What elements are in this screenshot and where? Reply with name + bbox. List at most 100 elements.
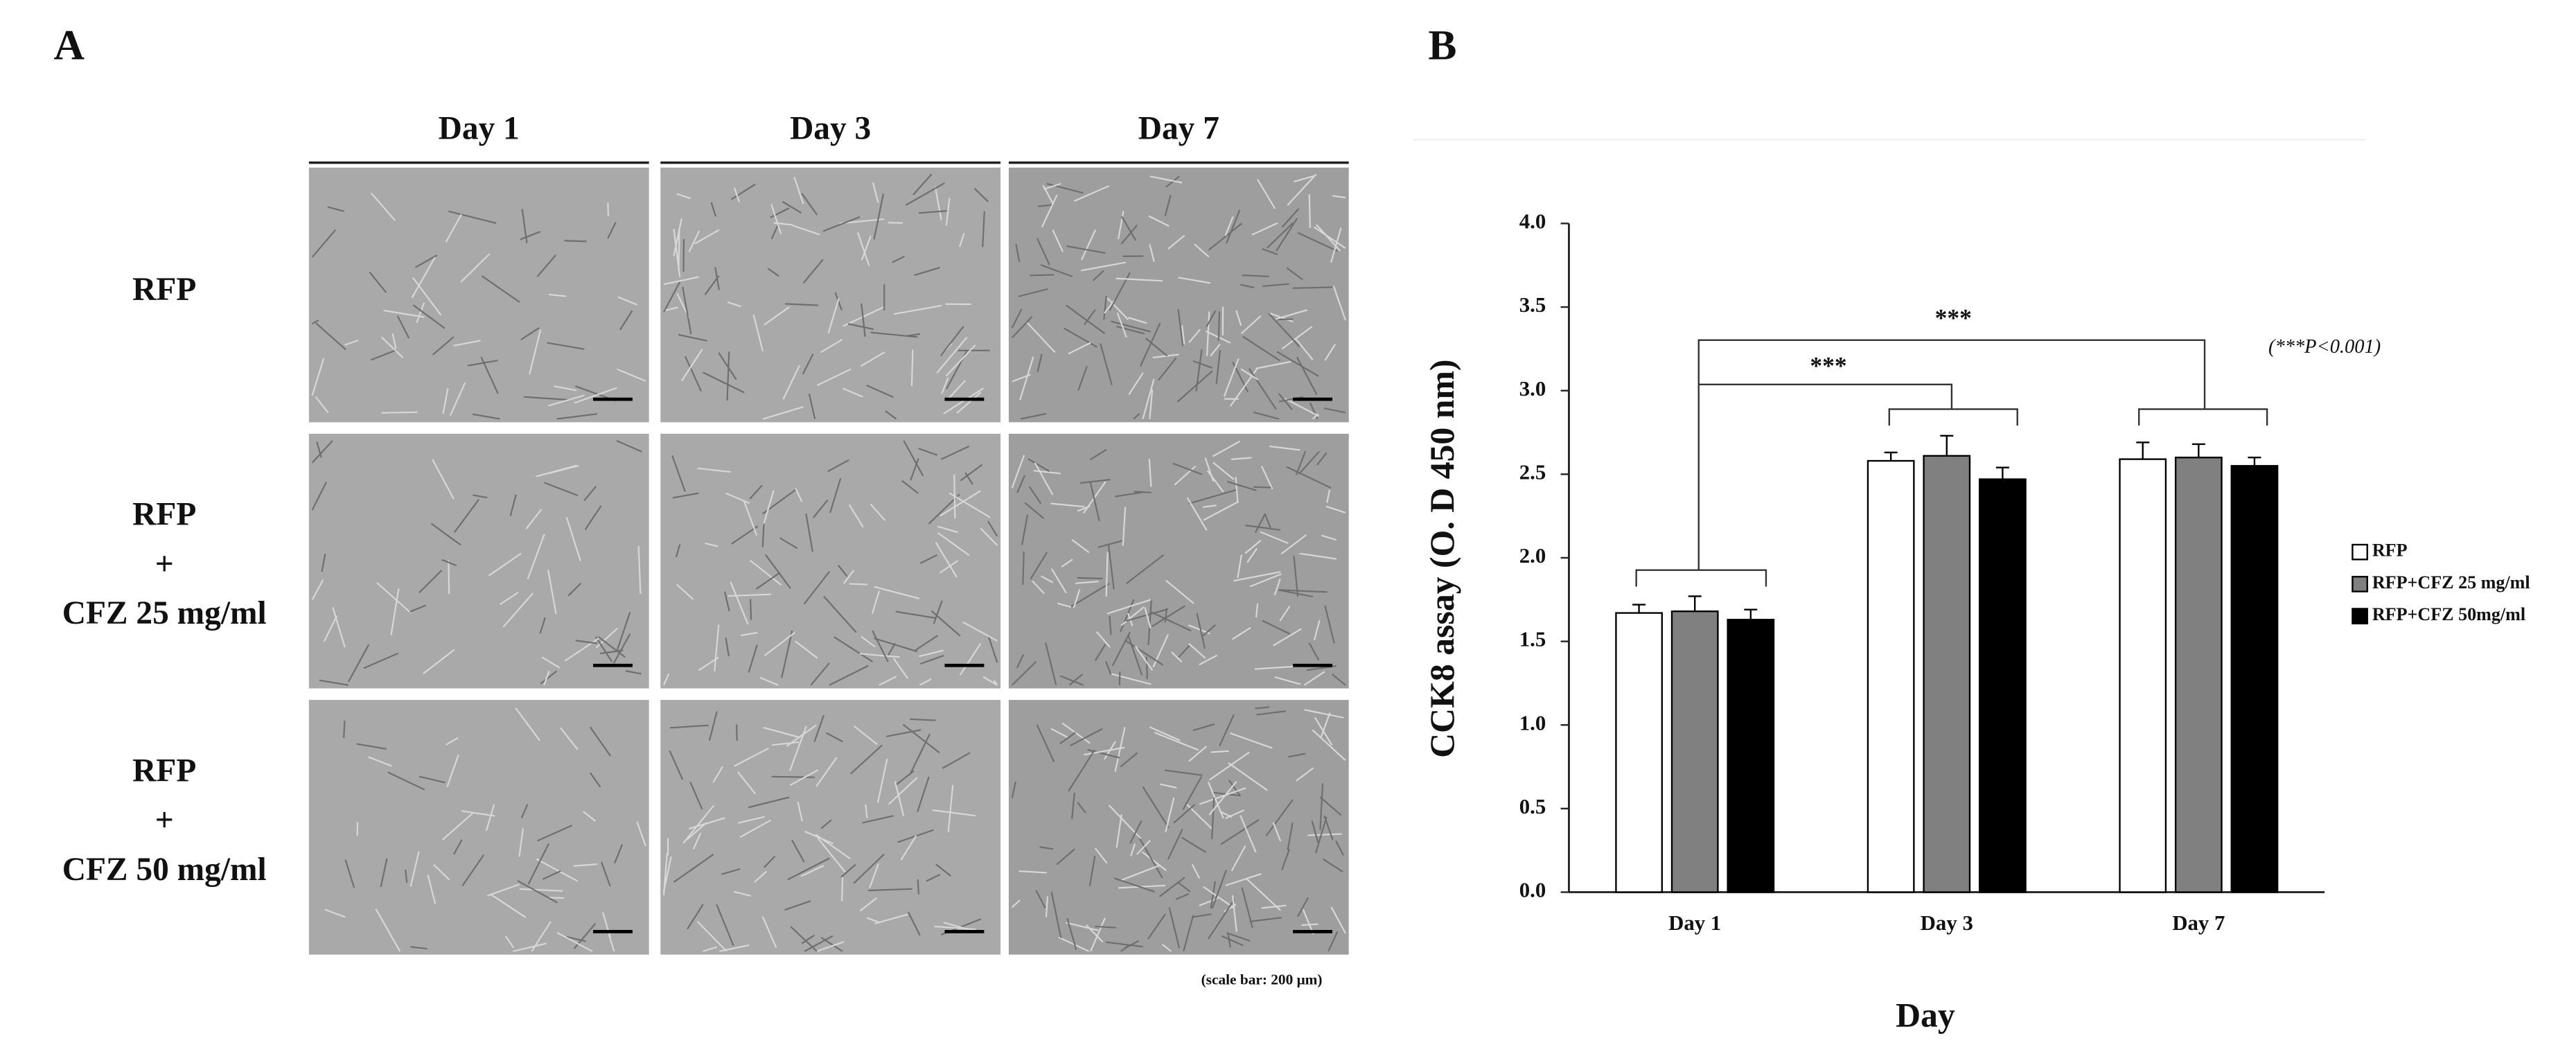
cell-streak	[1043, 183, 1061, 190]
cell-streak	[676, 583, 694, 600]
cell-streak	[1209, 751, 1250, 781]
cell-streak	[427, 875, 436, 904]
cell-streak	[915, 635, 938, 651]
cell-streak	[1024, 502, 1045, 520]
cell-streak	[614, 844, 624, 864]
cell-streak	[910, 718, 936, 721]
panel-label: A	[53, 21, 85, 69]
cell-streak	[567, 582, 582, 597]
cell-streak	[859, 897, 877, 912]
cell-streak	[861, 235, 872, 261]
cell-streak	[1100, 343, 1113, 386]
cell-streak	[411, 256, 436, 299]
cell-streak	[1188, 746, 1208, 762]
cell-streak	[1056, 848, 1075, 866]
cell-streak	[1323, 407, 1346, 414]
cell-streak	[1066, 917, 1077, 950]
cell-streak	[1034, 462, 1054, 495]
y-tick-label: 3.0	[1519, 377, 1546, 401]
legend-swatch	[2352, 576, 2368, 592]
cell-streak	[515, 707, 540, 741]
cell-streak	[1330, 906, 1346, 934]
cell-streak	[714, 624, 720, 671]
cell-streak	[1253, 486, 1271, 489]
cell-streak	[919, 554, 937, 564]
cell-streak	[910, 733, 930, 774]
bar	[1979, 478, 2027, 893]
cell-streak	[412, 304, 445, 329]
cell-streak	[754, 870, 768, 883]
cell-streak	[804, 830, 834, 845]
cell-image	[1008, 433, 1349, 689]
cell-streak	[1240, 368, 1259, 380]
bracket	[1635, 339, 2206, 587]
cell-streak	[848, 504, 864, 528]
bar	[2230, 465, 2279, 893]
cell-streak	[1025, 321, 1056, 353]
cell-streak	[926, 873, 941, 882]
cell-streak	[1242, 274, 1269, 278]
cell-streak	[1181, 325, 1185, 345]
cell-streak	[1087, 748, 1120, 759]
cell-streak	[1114, 726, 1126, 772]
cell-streak	[1103, 295, 1107, 320]
cell-streak	[311, 482, 327, 511]
cell-streak	[1307, 833, 1342, 836]
cell-streak	[1313, 620, 1321, 640]
cell-streak	[703, 371, 745, 394]
cell-streak	[1073, 589, 1081, 608]
cell-streak	[1295, 450, 1307, 475]
cell-streak	[1267, 222, 1294, 249]
cell-streak	[1070, 728, 1103, 746]
cell-streak	[1211, 869, 1227, 908]
cell-streak	[1274, 676, 1301, 685]
cell-streak	[543, 670, 550, 686]
cell-streak	[529, 329, 542, 375]
cell-streak	[381, 336, 404, 358]
cell-streak	[939, 560, 959, 574]
cell-streak	[442, 388, 449, 414]
cell-streak	[1150, 611, 1192, 632]
cell-streak	[1165, 579, 1194, 604]
cell-streak	[727, 593, 771, 597]
cell-streak	[1228, 762, 1269, 791]
cell-streak	[1219, 714, 1235, 747]
image-bg	[308, 167, 649, 423]
cell-streak	[912, 173, 933, 195]
cell-streak	[1165, 175, 1180, 188]
cell-streak	[894, 304, 942, 315]
cell-streak	[1228, 780, 1241, 796]
cell-streak	[1094, 644, 1106, 662]
cell-streak	[737, 771, 757, 795]
cell-streak	[1120, 599, 1135, 633]
cell-streak	[870, 331, 918, 338]
cell-streak	[1094, 847, 1108, 864]
cell-streak	[1167, 234, 1185, 250]
cell-streak	[726, 351, 730, 401]
cell-streak	[1280, 534, 1307, 555]
cell-streak	[1116, 326, 1145, 335]
cell-streak	[390, 588, 400, 635]
bar	[2119, 458, 2167, 893]
cell-streak	[1159, 783, 1177, 789]
cell-streak	[1075, 580, 1099, 584]
cell-streak	[873, 193, 885, 240]
cell-streak	[708, 711, 718, 741]
cell-streak	[719, 944, 750, 952]
cell-streak	[914, 267, 940, 276]
cell-streak	[671, 455, 686, 492]
cell-streak	[1079, 478, 1111, 484]
cell-streak	[829, 665, 869, 686]
error-bar	[1940, 434, 1954, 456]
cell-streak	[1183, 915, 1194, 952]
cell-streak	[943, 387, 984, 414]
cell-streak	[1235, 477, 1239, 503]
cell-streak	[795, 488, 803, 502]
cell-streak	[410, 946, 427, 950]
cell-streak	[725, 492, 750, 504]
cell-streak	[849, 583, 867, 586]
cell-streak	[939, 490, 981, 517]
cell-streak	[1227, 933, 1231, 948]
cell-streak	[1240, 283, 1255, 289]
cell-streak	[949, 492, 991, 518]
